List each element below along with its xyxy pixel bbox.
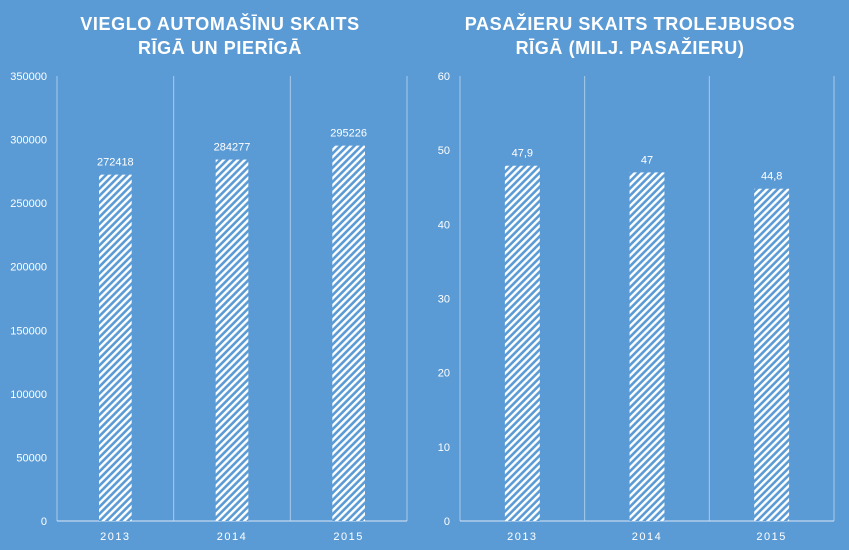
y-tick-label: 50000 <box>16 452 47 464</box>
y-tick-label: 350000 <box>10 71 47 83</box>
chart-cars: 0 50000 100000 150000 200000 250000 300000 3500… <box>10 71 408 543</box>
y-tick-label: 200000 <box>10 262 47 274</box>
data-label: 47,9 <box>512 148 533 160</box>
y-tick-label: 10 <box>438 442 450 454</box>
x-tick-label: 2013 <box>507 531 537 543</box>
data-label: 295226 <box>330 128 367 140</box>
x-tick-label: 2014 <box>217 531 247 543</box>
y-tick-label: 40 <box>438 219 450 231</box>
y-tick-label: 30 <box>438 294 450 306</box>
chart-title-cars-line1: VIEGLO AUTOMAŠĪNU SKAITS <box>80 14 360 34</box>
chart-title-cars: VIEGLO AUTOMAŠĪNU SKAITS RĪGĀ UN PIERĪGĀ <box>40 12 400 60</box>
x-tick-label: 2013 <box>100 531 130 543</box>
data-label: 272418 <box>97 157 134 169</box>
bar-2015 <box>332 145 365 521</box>
chart-title-cars-line2: RĪGĀ UN PIERĪGĀ <box>137 38 302 58</box>
y-tick-label: 50 <box>438 145 450 157</box>
bar-2014 <box>215 159 249 521</box>
x-tick-label: 2015 <box>333 531 363 543</box>
bar-2013 <box>504 165 540 521</box>
y-tick-label: 100000 <box>10 389 47 401</box>
y-tick-label: 150000 <box>10 325 47 337</box>
chart-title-trolleybus: PASAŽIERU SKAITS TROLEJBUSOS RĪGĀ (MILJ.… <box>450 12 810 60</box>
y-tick-label: 20 <box>438 368 450 380</box>
bar-2014 <box>629 172 665 521</box>
chart-title-trolleybus-line1: PASAŽIERU SKAITS TROLEJBUSOS <box>464 14 796 34</box>
data-label: 47 <box>641 154 653 166</box>
y-tick-label: 300000 <box>10 135 47 147</box>
x-tick-label: 2014 <box>632 531 662 543</box>
data-label: 44,8 <box>761 171 782 183</box>
chart-title-trolleybus-line2: RĪGĀ (MILJ. PASAŽIERU) <box>515 38 745 58</box>
bar-2015 <box>754 188 790 521</box>
y-tick-label: 0 <box>41 516 47 528</box>
x-tick-label: 2015 <box>756 531 786 543</box>
y-tick-label: 250000 <box>10 198 47 210</box>
bar-2013 <box>99 174 132 522</box>
data-label: 284277 <box>214 142 251 154</box>
y-tick-label: 60 <box>438 71 450 83</box>
chart-trolleybus: 0 10 20 30 40 50 60 47,9 2013 47 2014 44,8 2015 <box>438 71 835 543</box>
y-tick-label: 0 <box>444 516 450 528</box>
